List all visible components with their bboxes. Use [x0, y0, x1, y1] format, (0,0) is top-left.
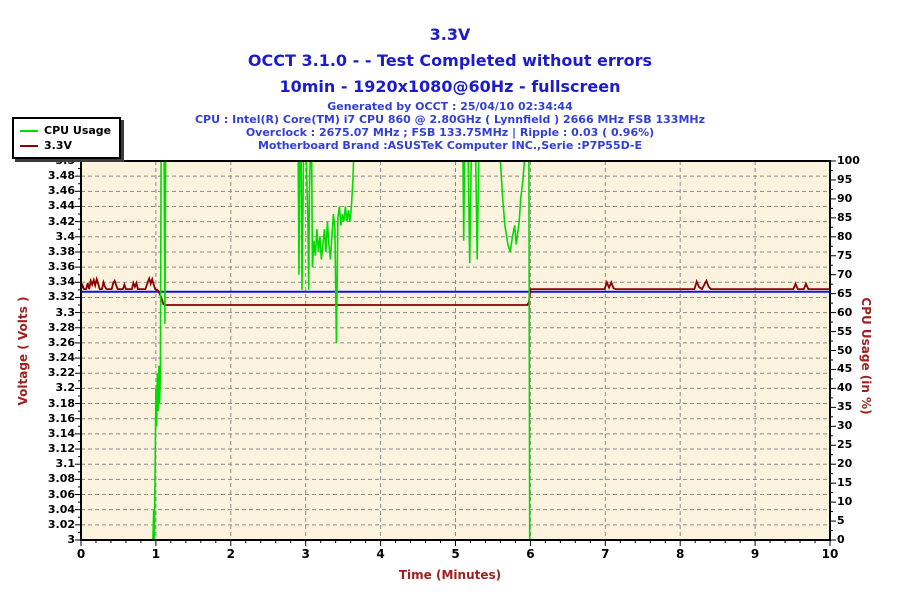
y-left-tick-label: 3.02: [47, 517, 75, 531]
subtitle-cpu: CPU : Intel(R) Core(TM) i7 CPU 860 @ 2.8…: [194, 113, 705, 126]
x-axis-title: Time (Minutes): [398, 568, 502, 582]
chart-title-status: OCCT 3.1.0 - - Test Completed without er…: [247, 51, 653, 70]
y-right-tick-label: 70: [837, 267, 853, 281]
y-left-tick-label: 3.22: [47, 366, 75, 380]
y-right-tick-label: 75: [837, 248, 853, 262]
subtitle-overclock: Overclock : 2675.07 MHz ; FSB 133.75MHz …: [245, 126, 655, 139]
x-tick-label: 10: [821, 547, 839, 561]
x-tick-label: 1: [151, 547, 161, 561]
subtitle-block: Generated by OCCT : 25/04/10 02:34:44 CP…: [0, 100, 900, 152]
legend-item-voltage: 3.3V: [20, 138, 111, 153]
y-left-tick-label: 3.18: [47, 396, 75, 410]
subtitle-motherboard: Motherboard Brand :ASUSTeK Computer INC.…: [257, 139, 643, 152]
title-block: 3.3V OCCT 3.1.0 - - Test Completed witho…: [0, 22, 900, 100]
y-left-tick-label: 3.48: [47, 169, 75, 183]
y-left-tick-label: 3.36: [47, 260, 75, 274]
y-right-tick-label: 50: [837, 343, 853, 357]
x-tick-label: 6: [526, 547, 535, 561]
legend-box: CPU Usage 3.3V: [12, 117, 122, 159]
y-right-tick-label: 35: [837, 400, 853, 414]
legend-label-cpu-usage: CPU Usage: [44, 124, 112, 137]
y-right-tick-label: 100: [837, 154, 860, 167]
y-left-tick-label: 3.34: [47, 275, 75, 289]
y-left-tick-label: 3.44: [47, 199, 75, 213]
y-right-tick-label: 45: [837, 362, 853, 376]
y-left-tick-label: 3.14: [47, 426, 75, 440]
y-left-tick-label: 3.1: [55, 457, 76, 471]
voltage-line-swatch: [20, 144, 38, 147]
x-tick-label: 8: [676, 547, 685, 561]
y-left-tick-label: 3.26: [47, 335, 75, 349]
y-left-axis-title: Voltage ( Volts ): [16, 296, 30, 406]
x-tick-label: 3: [301, 547, 310, 561]
y-left-tick-label: 3.4: [55, 229, 76, 243]
series-group: [80, 160, 830, 541]
y-left-tick-label: 3.06: [47, 487, 75, 501]
x-tick-label: 2: [226, 547, 235, 561]
y-right-tick-label: 10: [837, 495, 853, 509]
cpu-usage-line-swatch: [20, 129, 38, 132]
legend-item-cpu-usage: CPU Usage: [20, 123, 111, 138]
y-left-tick-label: 3.28: [47, 320, 75, 334]
plot-border: [80, 160, 831, 541]
y-left-tick-label: 3.04: [47, 502, 75, 516]
chart-title-mode: 10min - 1920x1080@60Hz - fullscreen: [279, 77, 621, 96]
y-left-tick-label: 3: [67, 533, 75, 546]
x-tick-label: 9: [750, 547, 760, 561]
y-right-tick-label: 20: [837, 457, 853, 471]
y-right-tick-label: 15: [837, 476, 853, 490]
x-tick-label: 5: [451, 547, 460, 561]
x-tick-label: 7: [601, 547, 610, 561]
y-left-tick-label: 3.3: [55, 305, 76, 319]
y-left-tick-label: 3.08: [47, 472, 75, 486]
x-tick-label: 4: [376, 547, 385, 561]
y-right-tick-label: 30: [837, 419, 853, 433]
series-3-3v: [80, 275, 830, 306]
x-tick-label: 0: [76, 547, 86, 561]
y-right-tick-label: 55: [837, 324, 853, 338]
y-right-tick-label: 90: [837, 191, 853, 205]
y-right-tick-label: 0: [837, 533, 845, 546]
y-left-tick-label: 3.42: [47, 214, 75, 228]
y-right-tick-label: 5: [837, 514, 845, 528]
y-left-tick-label: 3.16: [47, 411, 75, 425]
y-right-tick-label: 40: [837, 381, 853, 395]
y-left-tick-label: 3.32: [47, 290, 75, 304]
subtitle-generated: Generated by OCCT : 25/04/10 02:34:44: [327, 100, 573, 113]
y-left-tick-label: 3.2: [55, 381, 76, 395]
y-left-tick-label: 3.38: [47, 244, 75, 258]
y-left-tick-label: 3.46: [47, 184, 75, 198]
chart-title: 3.3V: [429, 25, 471, 44]
y-right-tick-label: 60: [837, 305, 853, 319]
y-left-tick-label: 3.24: [47, 351, 75, 365]
y-right-tick-label: 85: [837, 210, 853, 224]
y-left-tick-label: 3.12: [47, 442, 75, 456]
y-right-axis-title: CPU Usage (in %): [859, 297, 873, 415]
legend-label-voltage: 3.3V: [44, 139, 72, 152]
y-right-tick-label: 95: [837, 172, 853, 186]
y-right-tick-label: 25: [837, 438, 853, 452]
y-right-tick-label: 80: [837, 229, 853, 243]
y-right-tick-label: 65: [837, 286, 853, 300]
series-cpu-usage: [81, 160, 830, 541]
